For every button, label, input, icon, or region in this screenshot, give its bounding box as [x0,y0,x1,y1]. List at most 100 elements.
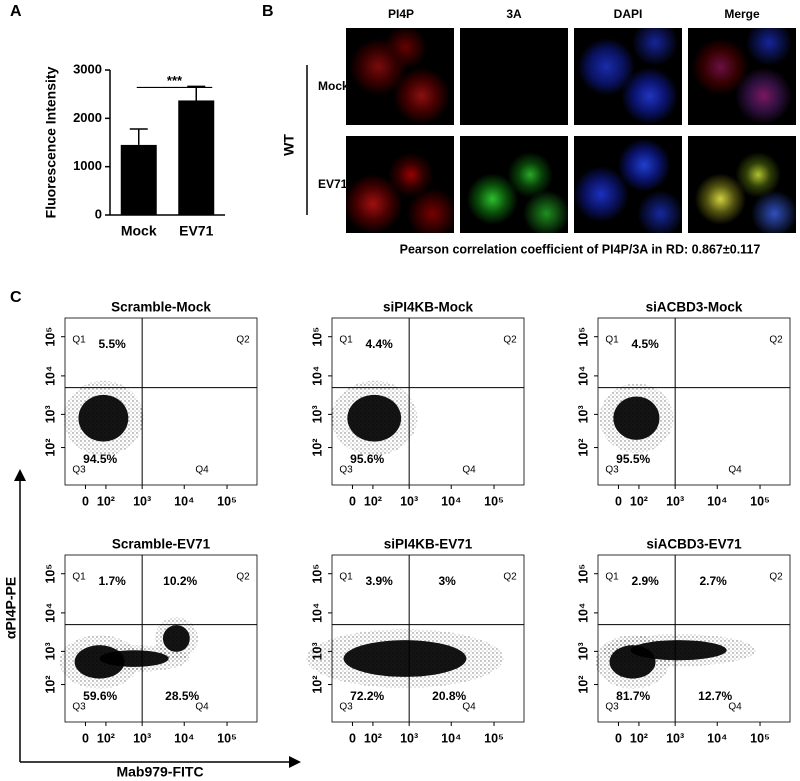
quadrant-percent: 95.6% [350,452,384,466]
y-tick-label: 10³ [576,642,590,660]
plot-title: siACBD3-EV71 [646,537,742,552]
quadrant-percent: 20.8% [432,689,466,703]
plot-title: siPI4KB-EV71 [384,537,473,552]
quadrant-percent: 1.7% [98,574,126,588]
plot-frame [64,317,258,486]
x-tick-label: 0 [615,731,622,745]
quadrant-label: Q3 [72,465,86,476]
event-density [78,394,129,442]
y-tick-label: 10⁴ [310,603,324,623]
row-label: Mock [318,79,349,93]
quadrant-label: Q3 [72,702,86,713]
y-tick-label: 10⁴ [310,366,324,386]
quadrant-label: Q4 [462,465,476,476]
quadrant-label: Q3 [339,702,353,713]
plot-frame [331,317,525,486]
x-tick-label: 10³ [666,494,684,508]
y-tick-label: 10³ [310,642,324,660]
x-tick-label: 10² [630,494,648,508]
panel-label: C [10,289,22,306]
x-tick-label: 10² [97,731,115,745]
x-tick-label: 10⁴ [707,731,727,745]
quadrant-label: Q2 [503,572,517,583]
x-tick-label: 10³ [666,731,684,745]
quadrant-label: Q4 [195,465,209,476]
y-tick-label: 0 [95,206,102,221]
quadrant-label: Q4 [728,465,742,476]
micrograph [460,136,568,233]
y-axis-label: αPI4P-PE [3,577,19,639]
quadrant-percent: 72.2% [350,689,384,703]
y-tick-label: 10² [43,439,57,457]
quadrant-label: Q1 [72,572,86,583]
quadrant-percent: 94.5% [83,452,117,466]
plot-frame [331,554,525,723]
row-label: EV71 [318,177,348,191]
micrograph [460,28,568,125]
x-tick-label: 10³ [133,731,151,745]
quadrant-label: Q4 [728,702,742,713]
y-tick-label: 10⁴ [576,366,590,386]
x-axis-label: Mab979-FITC [116,764,203,780]
x-tick-label: Mock [121,223,157,239]
y-tick-label: 10² [310,439,324,457]
column-label: DAPI [614,7,643,21]
micrograph [688,136,796,233]
y-tick-label: 10³ [43,405,57,423]
x-tick-label: 10⁵ [750,494,770,508]
annotation: *** [167,73,183,88]
y-tick-label: 10⁵ [310,564,324,584]
y-tick-label: 10² [310,676,324,694]
micrograph [346,136,454,233]
x-tick-label: EV71 [179,223,213,239]
event-density [630,640,727,661]
y-tick-label: 10⁴ [576,603,590,623]
quadrant-percent: 5.5% [98,337,126,351]
x-tick-label: 10⁴ [707,494,727,508]
y-axis-label: Fluorescence Intensity [43,66,59,218]
x-tick-label: 10⁴ [174,494,194,508]
x-tick-label: 0 [349,494,356,508]
y-tick-label: 10⁵ [43,327,57,347]
x-tick-label: 10⁵ [217,731,237,745]
y-tick-label: 3000 [73,61,102,76]
x-tick-label: 10⁴ [441,494,461,508]
x-tick-label: 10⁴ [441,731,461,745]
quadrant-label: Q1 [339,572,353,583]
plot-frame [597,554,791,723]
quadrant-label: Q3 [339,465,353,476]
quadrant-label: Q1 [72,335,86,346]
micrograph [688,28,796,125]
x-tick-label: 10⁵ [484,494,504,508]
x-tick-label: 10³ [400,731,418,745]
micrograph [574,28,682,125]
quadrant-label: Q2 [236,335,250,346]
group-label: WT [281,134,297,156]
column-label: 3A [506,7,522,21]
x-tick-label: 10⁵ [484,731,504,745]
quadrant-percent: 3% [438,574,456,588]
quadrant-percent: 2.9% [631,574,659,588]
y-tick-label: 10³ [43,642,57,660]
error-bar [187,85,206,101]
y-tick-label: 10³ [310,405,324,423]
event-density [162,625,190,652]
y-tick-label: 10⁴ [43,366,57,386]
y-tick-label: 10⁵ [576,327,590,347]
caption: Pearson correlation coefficient of PI4P/… [400,242,761,256]
y-tick-label: 10⁵ [43,564,57,584]
panel-label: A [10,3,22,20]
quadrant-percent: 2.7% [699,574,727,588]
bar [120,144,157,215]
x-tick-label: 10² [364,731,382,745]
y-tick-label: 10² [576,439,590,457]
quadrant-percent: 28.5% [165,689,199,703]
event-density [613,396,660,440]
quadrant-percent: 4.4% [365,337,393,351]
y-tick-label: 10³ [576,405,590,423]
x-tick-label: 10⁵ [750,731,770,745]
quadrant-percent: 59.6% [83,689,117,703]
y-tick-label: 10⁵ [310,327,324,347]
